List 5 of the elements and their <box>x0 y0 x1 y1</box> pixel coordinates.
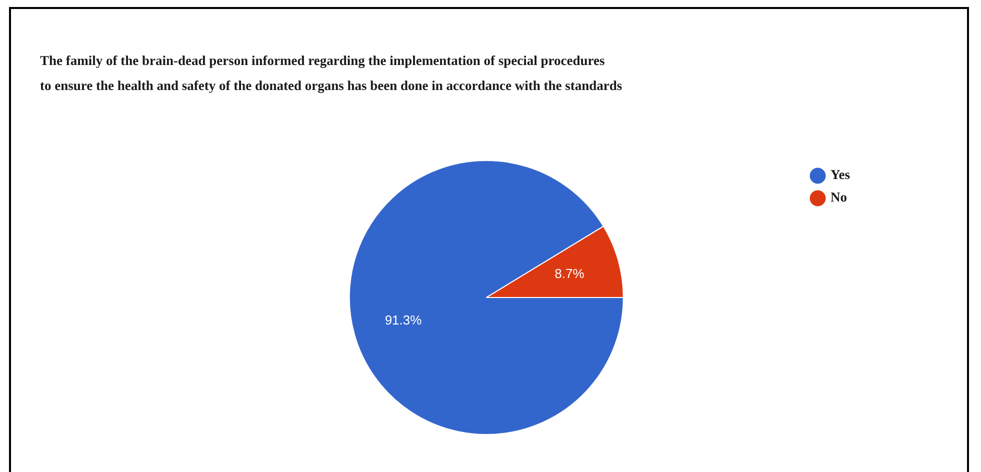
legend-label: No <box>830 190 848 205</box>
chart-title: The family of the brain-dead person informed regarding the implementation of special procedures to ensure the health and safety of the donated organs has been done in accordance with the standards <box>40 52 622 95</box>
data-label: 91.3% <box>384 312 422 328</box>
legend-label: Yes <box>830 167 850 182</box>
data-label: 8.7% <box>554 266 585 281</box>
